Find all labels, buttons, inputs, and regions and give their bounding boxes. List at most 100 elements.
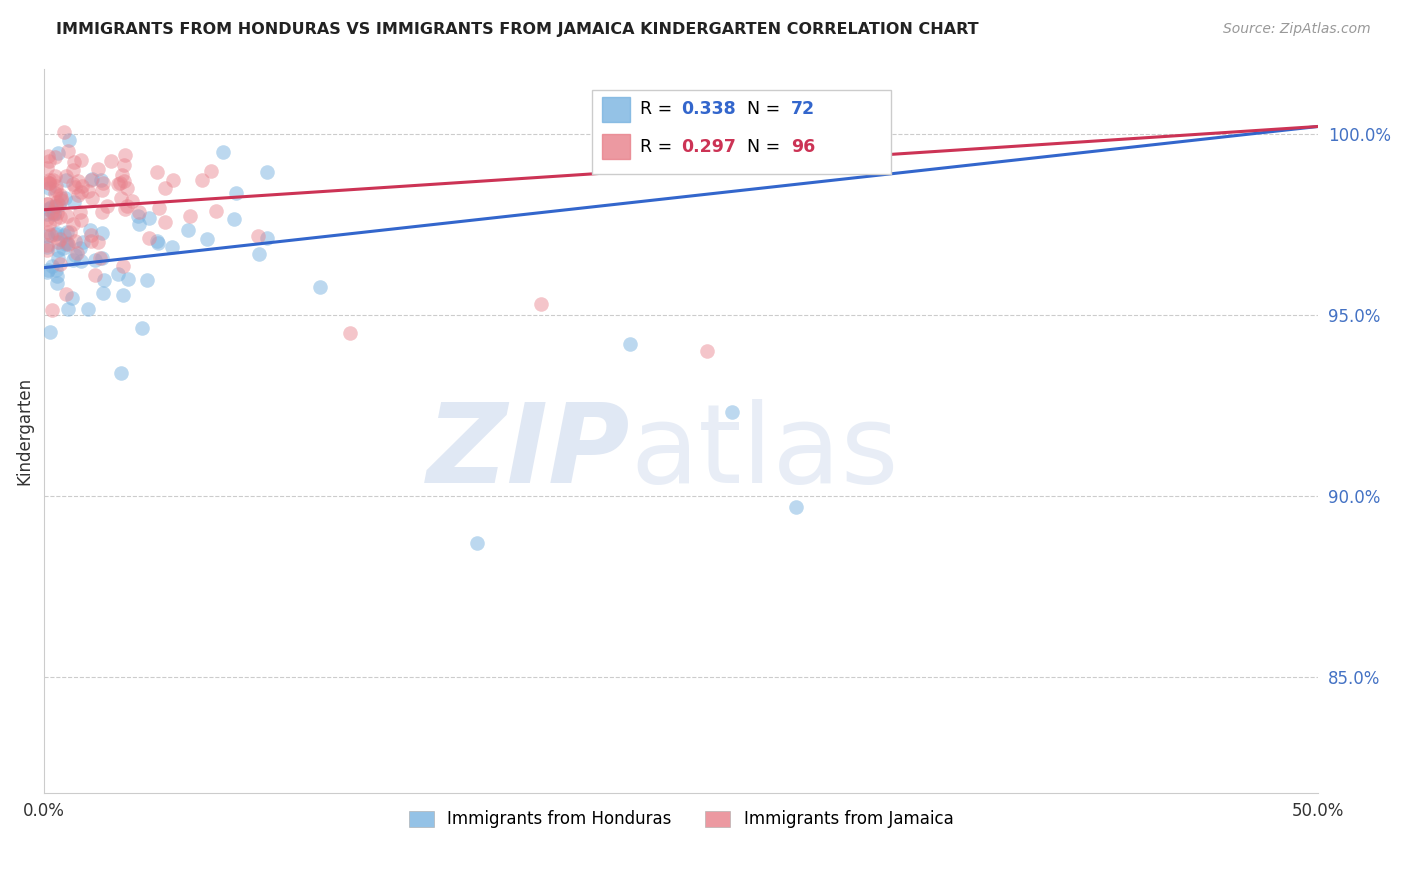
Point (56, 301, 79, 316)
Point (80, 234, 103, 248)
Point (49, 211, 72, 225)
Point (121, 194, 143, 208)
Point (309, 280, 332, 294)
Point (63, 195, 86, 210)
Point (211, 145, 233, 160)
Point (256, 230, 278, 244)
Point (162, 240, 184, 254)
Point (37, 202, 59, 217)
Point (49, 193, 72, 207)
Point (117, 198, 139, 212)
Point (91, 227, 114, 241)
Point (696, 343, 718, 358)
Point (67, 174, 90, 188)
Text: atlas: atlas (630, 399, 898, 506)
Point (530, 297, 553, 311)
Point (56, 225, 79, 239)
Point (131, 320, 153, 334)
Point (110, 366, 132, 380)
Point (91, 205, 114, 219)
Point (63, 180, 86, 194)
Point (114, 148, 136, 162)
Point (45, 199, 67, 213)
Point (155, 181, 177, 195)
FancyBboxPatch shape (592, 90, 891, 174)
Point (45, 178, 67, 193)
Point (191, 173, 214, 187)
Point (96, 198, 118, 212)
Point (107, 177, 129, 191)
Point (117, 272, 139, 286)
Point (53, 124, 76, 138)
Y-axis label: Kindergarten: Kindergarten (15, 376, 32, 484)
Text: ZIP: ZIP (427, 399, 630, 506)
Point (44, 186, 66, 201)
Point (62, 177, 84, 191)
Point (69, 204, 91, 219)
Point (138, 231, 160, 245)
Point (37, 149, 59, 163)
Point (114, 158, 136, 172)
Point (90, 173, 112, 187)
Point (256, 164, 278, 178)
Point (200, 164, 222, 178)
Text: R =: R = (640, 100, 678, 118)
Point (67, 188, 90, 202)
Text: IMMIGRANTS FROM HONDURAS VS IMMIGRANTS FROM JAMAICA KINDERGARTEN CORRELATION CHA: IMMIGRANTS FROM HONDURAS VS IMMIGRANTS F… (56, 22, 979, 37)
Point (35, 237, 58, 252)
Point (65, 248, 87, 262)
Point (45, 195, 67, 210)
Text: 96: 96 (790, 138, 815, 156)
Point (62, 163, 84, 178)
Point (83, 253, 105, 268)
Point (721, 405, 744, 419)
Point (114, 202, 136, 217)
Point (35, 243, 58, 257)
Point (41, 259, 63, 273)
Point (35, 175, 58, 189)
Point (69, 241, 91, 255)
FancyBboxPatch shape (602, 134, 630, 159)
Point (69, 153, 91, 167)
Point (127, 209, 149, 223)
Point (53, 227, 76, 242)
Point (46, 235, 69, 249)
Point (49, 187, 72, 202)
Point (62, 253, 84, 268)
Point (785, 500, 807, 514)
Point (247, 247, 270, 261)
Point (38, 173, 60, 187)
Point (35, 207, 58, 221)
Point (38, 217, 60, 231)
Point (60, 291, 83, 305)
Point (89, 252, 111, 266)
Point (35, 161, 58, 175)
Point (45, 226, 67, 240)
Point (51, 191, 73, 205)
Point (339, 326, 361, 340)
Point (55, 172, 77, 186)
Point (76, 184, 98, 198)
Point (72, 179, 94, 194)
Point (138, 211, 160, 226)
Point (91, 251, 114, 265)
Point (70, 185, 93, 199)
Text: 0.297: 0.297 (681, 138, 737, 156)
FancyBboxPatch shape (602, 97, 630, 122)
Point (225, 186, 247, 200)
Point (87, 162, 110, 177)
Point (56, 209, 79, 223)
Point (65, 234, 87, 248)
Point (38, 181, 60, 195)
Text: N =: N = (735, 100, 786, 118)
Point (41, 205, 63, 219)
Point (41, 302, 63, 317)
Point (39, 326, 62, 340)
Point (70, 253, 93, 268)
Point (38, 176, 60, 190)
Point (46, 146, 69, 161)
Point (55, 236, 77, 251)
Point (35, 196, 58, 211)
Point (44, 227, 66, 242)
Point (35, 240, 58, 254)
